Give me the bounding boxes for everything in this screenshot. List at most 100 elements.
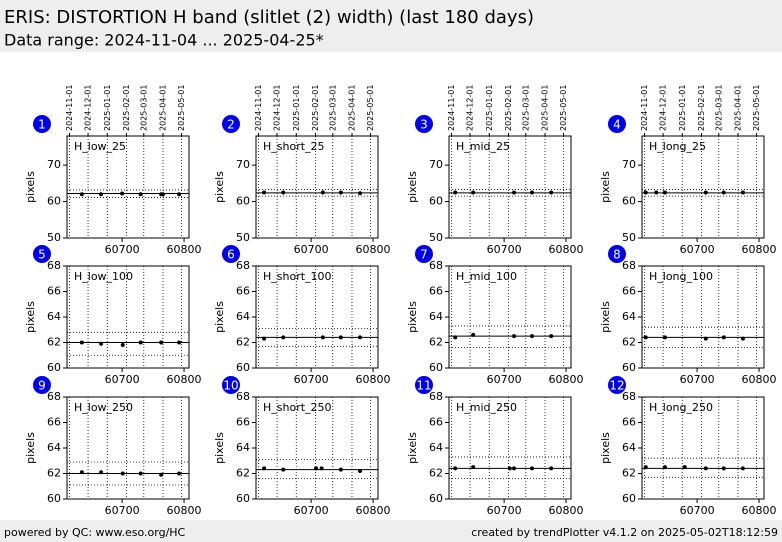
x-tick-label: 60700 xyxy=(294,373,329,386)
point xyxy=(740,190,745,195)
panel-badge xyxy=(222,376,240,394)
y-axis-label: pixels xyxy=(406,171,419,203)
y-axis-label: pixels xyxy=(24,301,37,333)
plot-frame xyxy=(66,135,190,239)
point xyxy=(549,190,554,195)
point xyxy=(507,466,512,471)
date-tick-label: 2025-04-01 xyxy=(158,85,167,132)
y-tick-label: 70 xyxy=(47,158,61,171)
x-tick-label: 60800 xyxy=(167,373,202,386)
date-tick-label: 2025-03-01 xyxy=(328,85,337,132)
point xyxy=(358,191,363,196)
footer-left: powered by QC: www.eso.org/HC xyxy=(4,526,186,539)
plot-frame xyxy=(641,396,765,500)
panel-badge xyxy=(608,376,626,394)
y-tick-label: 60 xyxy=(47,361,61,374)
y-tick-label: 68 xyxy=(622,259,636,272)
panel-badge xyxy=(608,245,626,263)
x-tick-label: 60800 xyxy=(742,373,777,386)
point xyxy=(512,466,517,471)
date-tick-label: 2025-03-01 xyxy=(714,85,723,132)
y-tick-label: 62 xyxy=(236,467,250,480)
point xyxy=(471,465,476,470)
y-tick-label: 68 xyxy=(622,390,636,403)
y-tick-label: 60 xyxy=(622,195,636,208)
date-tick-label: 2025-02-01 xyxy=(504,85,513,132)
point xyxy=(643,190,648,195)
date-tick-label: 2024-11-01 xyxy=(640,85,649,132)
plot-frame xyxy=(255,265,379,369)
y-axis-label: pixels xyxy=(24,432,37,464)
y-tick-label: 66 xyxy=(622,285,636,298)
point xyxy=(662,335,667,340)
y-tick-label: 50 xyxy=(429,231,443,244)
x-tick-label: 60800 xyxy=(742,504,777,517)
panel-label: H_long_250 xyxy=(649,401,713,414)
panel-label: H_mid_25 xyxy=(456,140,510,153)
point xyxy=(549,334,554,339)
x-tick-label: 60800 xyxy=(356,504,391,517)
panel-label: H_low_25 xyxy=(74,140,126,153)
date-tick-label: 2025-04-01 xyxy=(733,85,742,132)
y-tick-label: 68 xyxy=(429,259,443,272)
y-tick-label: 50 xyxy=(236,231,250,244)
panel-number: 4 xyxy=(613,118,621,132)
point xyxy=(512,334,517,339)
panel-label: H_low_100 xyxy=(74,270,133,283)
y-axis-label: pixels xyxy=(213,171,226,203)
point xyxy=(281,335,286,340)
x-tick-label: 60700 xyxy=(105,243,140,256)
date-tick-label: 2024-12-01 xyxy=(84,85,93,132)
x-tick-label: 60700 xyxy=(487,373,522,386)
point xyxy=(338,190,343,195)
panel-label: H_mid_100 xyxy=(456,270,517,283)
point xyxy=(654,190,659,195)
point xyxy=(177,340,182,345)
page-subtitle: Data range: 2024-11-04 ... 2025-04-25* xyxy=(4,31,324,50)
point xyxy=(703,336,708,341)
point xyxy=(338,467,343,472)
point xyxy=(262,336,267,341)
point xyxy=(99,470,104,475)
point xyxy=(662,190,667,195)
point xyxy=(643,335,648,340)
x-tick-label: 60800 xyxy=(167,243,202,256)
point xyxy=(358,468,363,473)
y-tick-label: 68 xyxy=(429,390,443,403)
plot-frame xyxy=(641,135,765,239)
y-tick-label: 68 xyxy=(236,390,250,403)
x-tick-label: 60700 xyxy=(487,504,522,517)
panel-badge xyxy=(33,115,51,133)
panel-number: 9 xyxy=(38,379,46,393)
y-tick-label: 60 xyxy=(429,195,443,208)
y-tick-label: 60 xyxy=(47,492,61,505)
date-tick-label: 2024-11-01 xyxy=(447,85,456,132)
y-tick-label: 66 xyxy=(47,416,61,429)
panel-badge xyxy=(608,115,626,133)
date-tick-label: 2025-03-01 xyxy=(139,85,148,132)
y-axis-label: pixels xyxy=(406,301,419,333)
point xyxy=(721,190,726,195)
point xyxy=(320,335,325,340)
panel-badge xyxy=(415,376,433,394)
date-tick-label: 2025-05-01 xyxy=(559,85,568,132)
panel-label: H_long_25 xyxy=(649,140,706,153)
date-tick-label: 2025-01-01 xyxy=(485,85,494,132)
footer-right: created by trendPlotter v4.1.2 on 2025-0… xyxy=(471,526,778,539)
y-tick-label: 68 xyxy=(236,259,250,272)
y-tick-label: 64 xyxy=(47,441,61,454)
point xyxy=(138,471,143,476)
point xyxy=(79,192,84,197)
point xyxy=(120,471,125,476)
y-tick-label: 68 xyxy=(47,259,61,272)
point xyxy=(79,470,84,475)
y-tick-label: 68 xyxy=(47,390,61,403)
panel-number: 11 xyxy=(416,379,431,393)
point xyxy=(740,336,745,341)
y-tick-label: 66 xyxy=(622,416,636,429)
panel-number: 6 xyxy=(227,248,235,262)
panel-badge xyxy=(222,115,240,133)
date-tick-label: 2024-11-01 xyxy=(65,85,74,132)
point xyxy=(453,466,458,471)
